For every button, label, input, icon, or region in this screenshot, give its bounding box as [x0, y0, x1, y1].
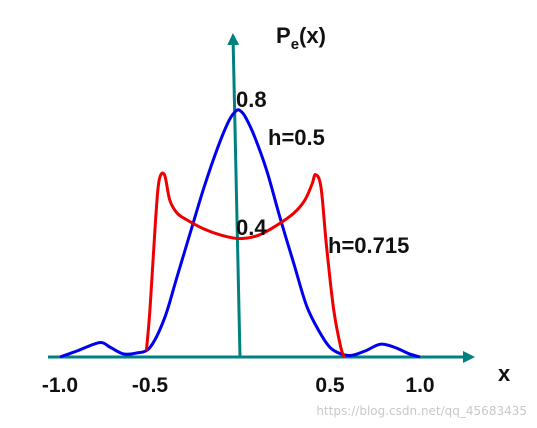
- x-axis-label: x: [498, 361, 511, 386]
- series-line-h-0-5: [59, 108, 421, 359]
- y-value-label: 0.8: [236, 87, 267, 112]
- y-value-label: 0.4: [236, 215, 267, 240]
- watermark: https://blog.csdn.net/qq_45683435: [316, 404, 527, 418]
- y-axis-label-main: P: [276, 23, 291, 48]
- y-axis-label: Pe(x): [276, 23, 326, 53]
- series-line-h-0-715: [144, 171, 346, 358]
- series-label-h-0-715: h=0.715: [328, 233, 409, 258]
- x-tick-label: 1.0: [405, 374, 434, 397]
- x-tick-label: -1.0: [42, 374, 78, 397]
- series-label-h-0-5: h=0.5: [268, 125, 325, 150]
- x-tick-label: 0.5: [315, 374, 345, 397]
- y-axis-label-arg: (x): [299, 23, 326, 48]
- y-axis-label-subscript: e: [291, 36, 299, 53]
- y-axis: [227, 33, 242, 358]
- x-tick-label: -0.5: [132, 374, 169, 397]
